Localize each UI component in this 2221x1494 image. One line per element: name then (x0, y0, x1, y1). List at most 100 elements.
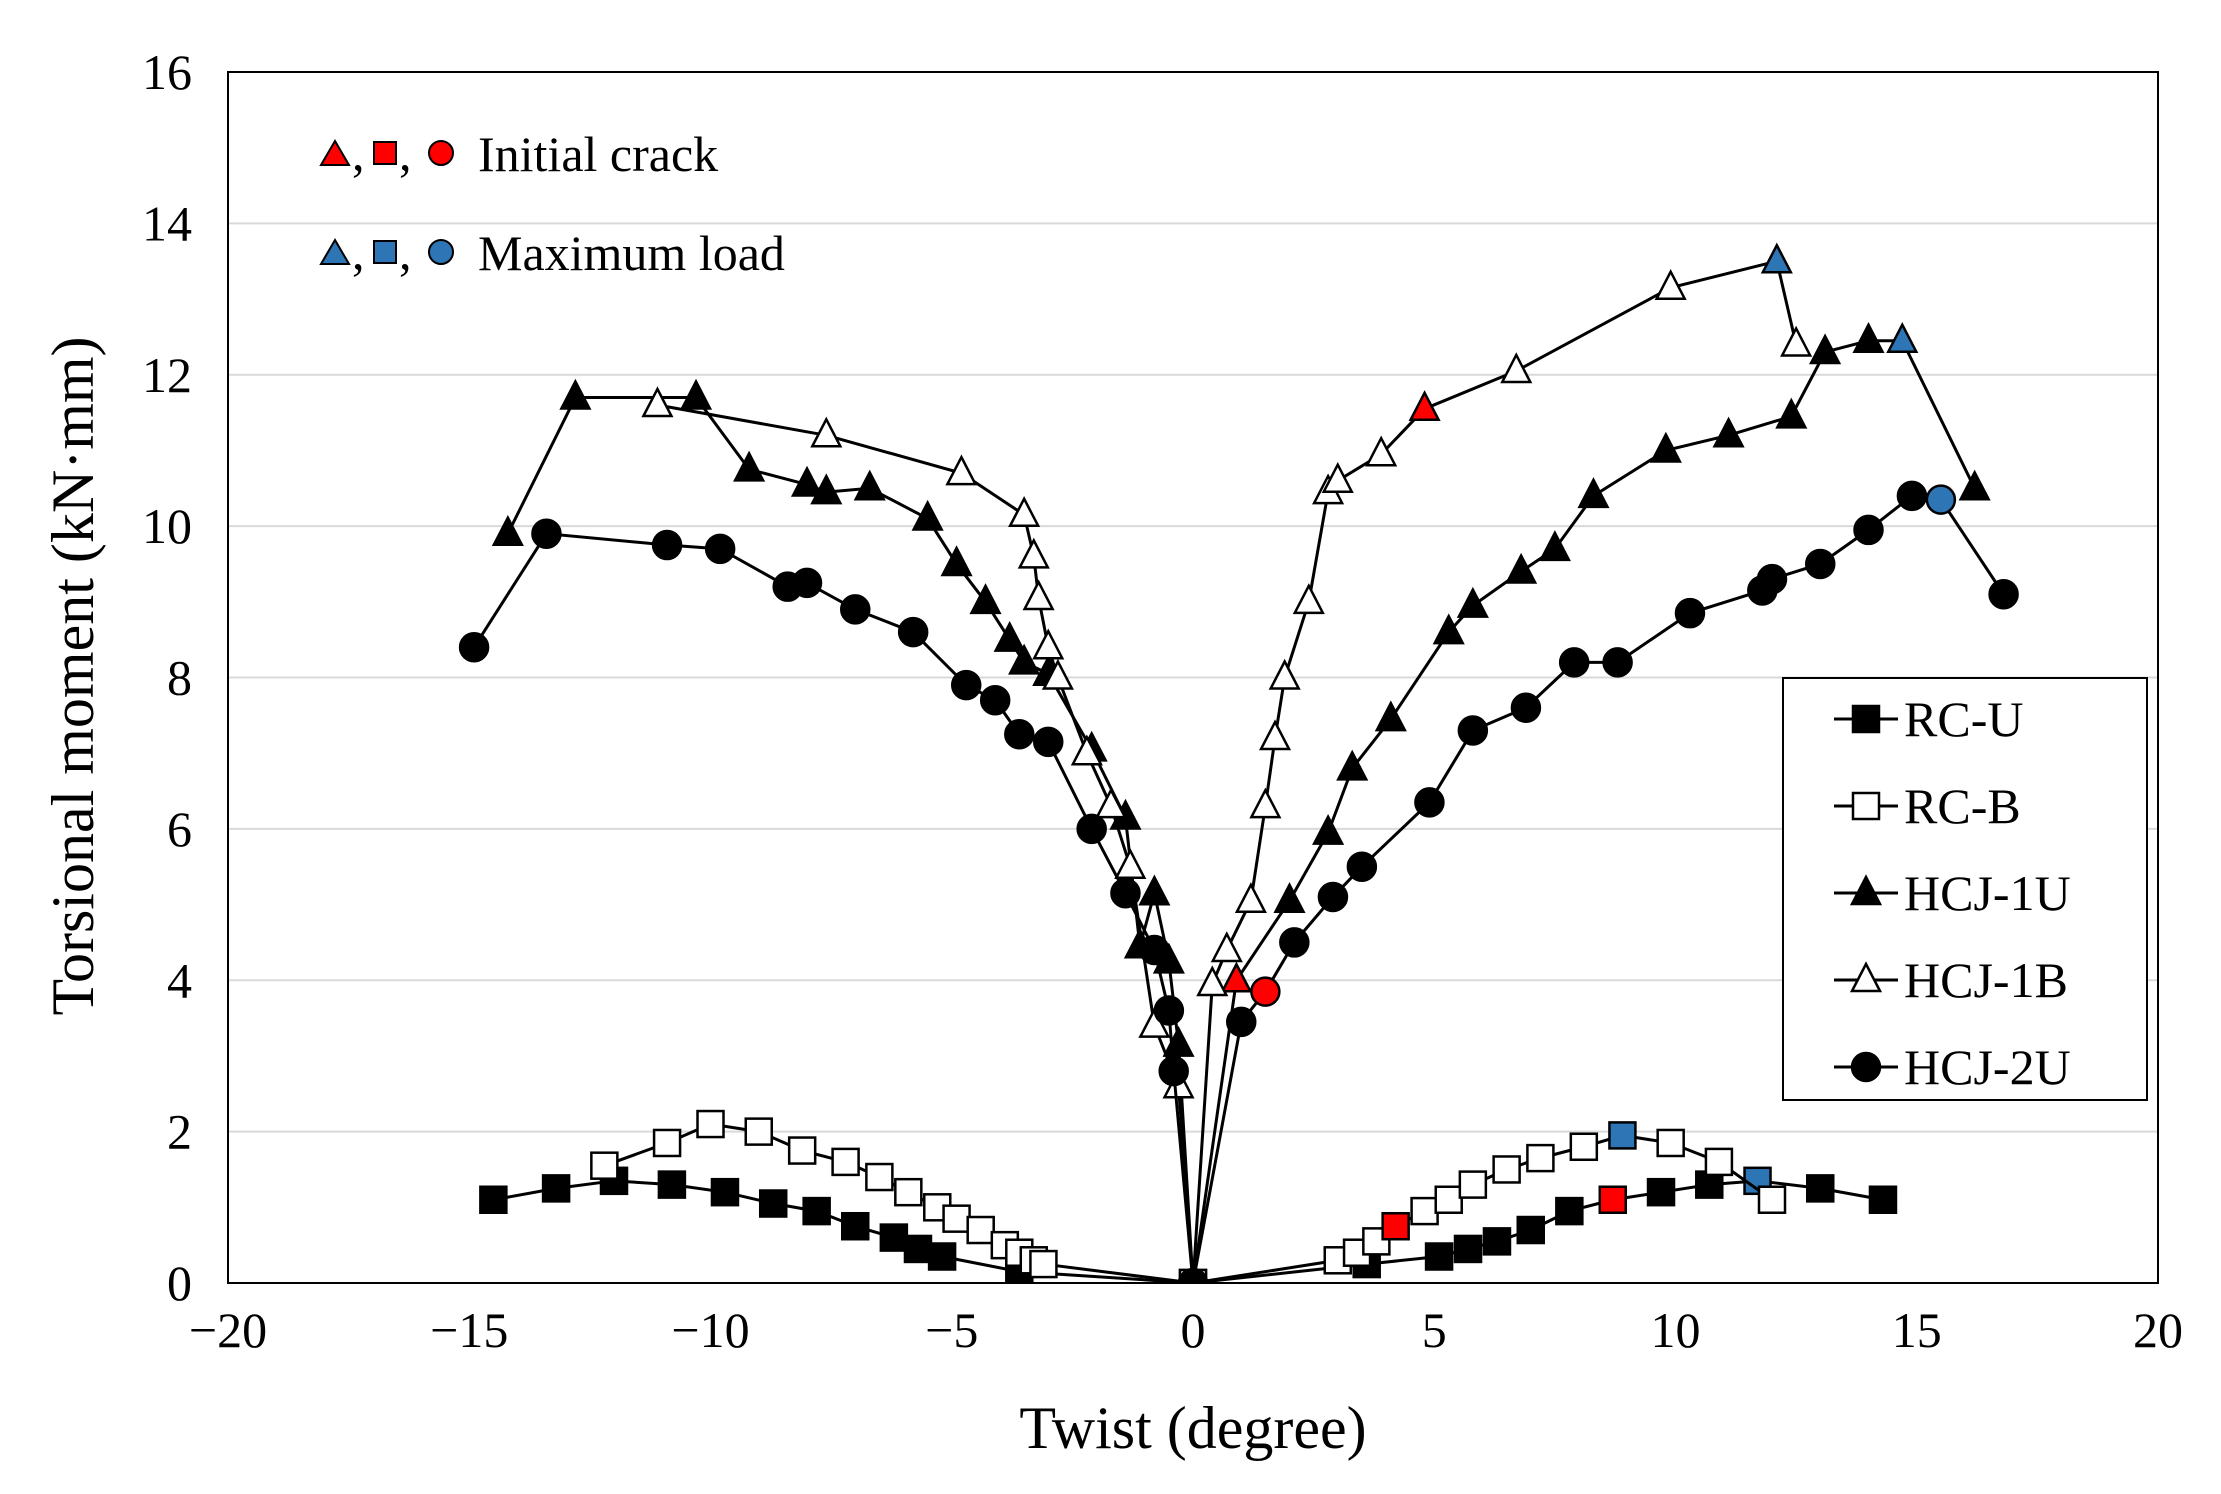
data-point (1482, 1227, 1512, 1256)
maximum-load-point (1886, 321, 1919, 353)
data-point (1806, 1174, 1835, 1203)
y-tick-label: 12 (142, 347, 192, 403)
data-point (704, 533, 736, 565)
data-point (1500, 352, 1533, 384)
initial-crack-point (1381, 1211, 1410, 1241)
series-line-positive (1191, 259, 1798, 1283)
legend-label: RC-U (1904, 691, 2023, 747)
x-tick-label: 15 (1892, 1302, 1942, 1358)
data-point (1114, 848, 1147, 879)
legend: RC-U RC-B HCJ-1U HCJ-1B HCJ-2U (1782, 677, 2148, 1101)
series-hcj-1u (491, 321, 1991, 1283)
data-point (841, 1211, 870, 1241)
data-point (942, 1204, 971, 1233)
data-point (791, 567, 823, 599)
data-point (710, 1177, 740, 1207)
maximum-load-triangle-icon (319, 238, 351, 265)
data-point (1555, 1196, 1584, 1226)
data-point (696, 1109, 725, 1139)
data-point (1516, 1215, 1545, 1245)
data-point (1654, 268, 1687, 300)
data-point (1809, 333, 1842, 365)
plot-frame (227, 71, 2159, 1284)
legend-item-hcj-1u: HCJ-1U (1834, 865, 2071, 921)
legend-label: RC-B (1904, 778, 2021, 834)
data-point (1268, 658, 1301, 690)
series-rc-b (590, 1109, 1787, 1283)
legend-marker (1849, 874, 1883, 906)
legend-item-hcj-1b: HCJ-1B (1834, 952, 2068, 1008)
data-point (1602, 647, 1633, 678)
symbol-separator: , (399, 224, 412, 280)
data-point (1234, 882, 1267, 914)
data-point (945, 454, 978, 486)
data-point (758, 1189, 788, 1218)
data-point (1780, 325, 1813, 357)
data-point (744, 1117, 773, 1146)
x-tick-label: −20 (189, 1302, 267, 1358)
y-tick-label: 10 (142, 498, 192, 554)
data-point (1076, 813, 1107, 845)
initial-crack-label: Initial crack (478, 126, 718, 182)
data-point (1139, 934, 1170, 966)
data-point (927, 1242, 957, 1271)
x-tick-label: −5 (925, 1302, 978, 1358)
data-point (969, 583, 1002, 615)
data-point (1958, 469, 1991, 501)
data-point (1029, 1249, 1058, 1279)
legend-item-rc-u: RC-U (1834, 691, 2023, 747)
y-tick-label: 16 (142, 44, 192, 100)
data-point (1852, 321, 1885, 353)
legend-label: HCJ-1U (1904, 865, 2071, 921)
data-point (911, 499, 944, 531)
data-point (1988, 578, 2019, 610)
data-point (1033, 726, 1064, 758)
data-point (1757, 1185, 1787, 1214)
x-axis-label: Twist (degree) (1019, 1395, 1366, 1461)
initial-crack-point (1598, 1185, 1628, 1214)
legend-marker (1849, 961, 1883, 993)
data-point (1094, 787, 1128, 819)
legend-label: HCJ-2U (1904, 1039, 2071, 1095)
data-point (679, 378, 713, 410)
data-point (1292, 583, 1325, 615)
data-point (1505, 552, 1538, 584)
data-point (894, 1177, 923, 1207)
data-point (1458, 1170, 1488, 1199)
data-point (1317, 881, 1349, 913)
legend-marker (1850, 1051, 1882, 1083)
data-point (1558, 647, 1590, 678)
x-tick-label: −15 (430, 1302, 508, 1358)
marker-annotation: , , Initial crack , , Maximum load (319, 125, 785, 281)
data-point (1279, 927, 1310, 958)
data-point (652, 1128, 682, 1158)
data-point (1226, 1006, 1257, 1038)
data-point (1674, 597, 1706, 629)
data-point (1041, 658, 1074, 690)
legend-item-hcj-2u: HCJ-2U (1834, 1039, 2071, 1095)
y-axis-label: Torsional moment (kN·mm) (40, 336, 106, 1015)
data-point (810, 473, 843, 505)
initial-crack-point (1408, 390, 1441, 422)
data-point (1712, 416, 1745, 448)
legend-label: HCJ-1B (1904, 952, 2068, 1008)
series-hcj-2u (458, 480, 2019, 1283)
data-point (853, 469, 886, 501)
x-tick-label: −10 (671, 1302, 749, 1358)
data-point (879, 1223, 909, 1252)
data-point (940, 545, 973, 577)
symbol-separator: , (352, 224, 365, 280)
y-tick-label: 2 (167, 1104, 192, 1160)
data-point (1457, 715, 1489, 746)
data-point (1868, 1185, 1898, 1214)
legend-box (1782, 677, 2148, 1101)
maximum-load-circle-icon (428, 239, 454, 265)
symbol-separator: , (352, 125, 365, 181)
maximum-load-point (1760, 242, 1793, 274)
data-point (1896, 480, 1928, 512)
data-point (1008, 643, 1041, 675)
tick-labels: −20 −15 −10 −5 0 5 10 15 20 0 2 4 6 8 10 12 14 16 (142, 44, 2183, 1358)
legend-marker (1851, 704, 1881, 734)
data-point (1432, 613, 1465, 645)
data-point (1346, 851, 1378, 882)
